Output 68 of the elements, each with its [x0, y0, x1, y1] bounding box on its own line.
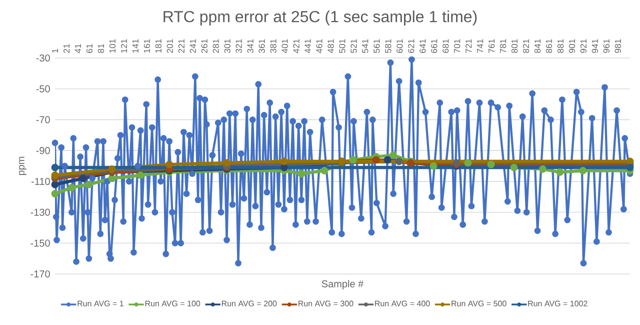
x-tick-label: 201 [166, 39, 173, 53]
x-tick-label: 921 [580, 39, 587, 53]
x-tick-label: 501 [339, 39, 346, 53]
x-tick-label: 401 [282, 39, 288, 54]
x-tick-label: 761 [488, 39, 495, 53]
x-tick-label: 561 [374, 39, 380, 53]
y-tick-label: -150 [30, 240, 50, 247]
x-tick-label: 741 [477, 39, 484, 53]
x-tick-label: 321 [236, 39, 242, 53]
x-tick-label: 121 [120, 39, 127, 53]
x-tick-label: 641 [420, 39, 426, 53]
legend-label: Run AVG = 1002 [528, 300, 588, 306]
x-tick-label: 221 [178, 39, 184, 53]
legend-label: Run AVG = 100 [145, 300, 200, 306]
x-tick-label: 781 [500, 39, 506, 53]
y-tick-label: -50 [36, 85, 50, 92]
x-tick-label: 821 [522, 39, 530, 53]
x-tick-label: 281 [212, 39, 219, 53]
x-tick-label: 621 [408, 39, 414, 53]
x-tick-label: 421 [293, 39, 300, 54]
x-tick-label: 981 [614, 39, 621, 53]
x-tick-label: 101 [109, 39, 116, 53]
x-tick-label: 481 [328, 39, 334, 54]
y-tick-label: -70 [36, 116, 50, 124]
x-tick-label: 141 [132, 39, 138, 53]
x-tick-label: 541 [362, 39, 368, 53]
x-tick-label: 461 [316, 39, 322, 54]
y-tick-label: -130 [30, 208, 50, 216]
x-tick-label: 61 [86, 44, 93, 53]
x-tick-label: 721 [466, 39, 472, 53]
x-tick-label: 701 [454, 39, 460, 53]
x-tick-label: 601 [396, 39, 403, 53]
x-tick-label: 521 [350, 39, 357, 53]
x-tick-label: 361 [258, 39, 265, 53]
x-tick-label: 801 [511, 39, 518, 53]
x-tick-label: 41 [75, 44, 81, 54]
chart-title: RTC ppm error at 25C (1 sec sample 1 time) [164, 10, 477, 26]
x-tick-label: 161 [144, 39, 150, 53]
x-tick-label: 181 [155, 39, 162, 53]
x-tick-label: 341 [247, 39, 254, 53]
x-tick-label: 21 [63, 44, 70, 53]
x-tick-label: 81 [98, 44, 104, 53]
x-tick-label: 241 [190, 39, 196, 53]
legend-label: Run AVG = 300 [298, 300, 354, 306]
x-tick-label: 301 [224, 39, 230, 53]
x-tick-label: 901 [568, 39, 576, 53]
y-axis-title: ppm [19, 156, 26, 176]
x-tick-label: 861 [546, 39, 552, 53]
x-tick-label: 841 [534, 39, 541, 53]
legend-label: Run AVG = 400 [375, 300, 430, 306]
legend-label: Run AVG = 1 [78, 300, 124, 306]
x-tick-label: 261 [201, 39, 208, 53]
x-tick-label: 581 [385, 39, 392, 53]
x-tick-label: 681 [442, 39, 449, 53]
x-tick-label: 661 [431, 39, 438, 53]
y-tick-label: -90 [36, 147, 50, 154]
x-tick-label: 961 [603, 39, 610, 53]
x-tick-label: 881 [557, 39, 564, 53]
x-tick-label: 441 [304, 39, 311, 54]
legend-label: Run AVG = 500 [452, 300, 506, 306]
y-tick-label: -110 [31, 178, 50, 185]
x-axis-title: Sample # [322, 280, 364, 290]
legend-label: Run AVG = 200 [222, 300, 277, 306]
x-tick-label: 381 [270, 39, 276, 53]
x-tick-label: 1 [52, 48, 58, 53]
y-tick-label: -170 [30, 270, 50, 278]
y-tick-label: -30 [36, 54, 50, 62]
x-tick-label: 941 [592, 39, 598, 53]
